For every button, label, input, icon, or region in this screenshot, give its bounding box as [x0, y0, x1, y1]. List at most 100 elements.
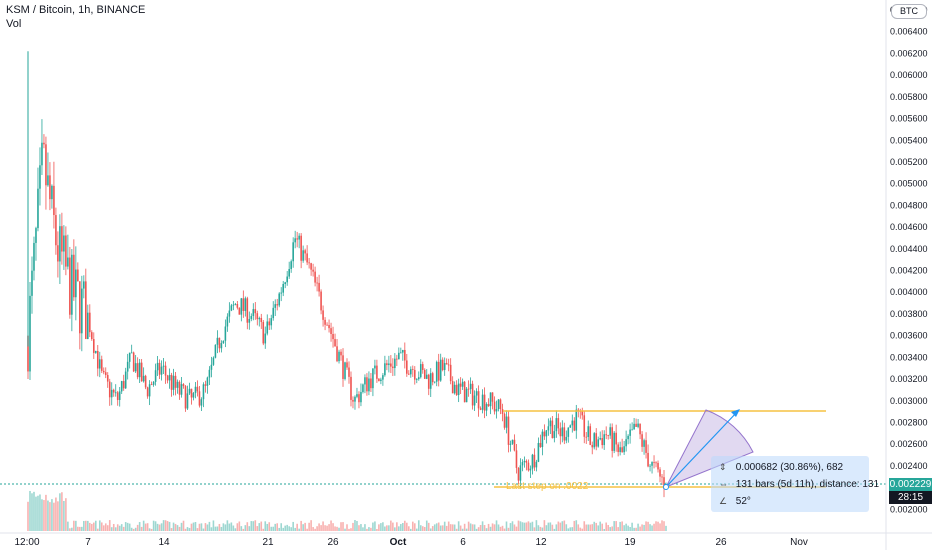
- volume-bar: [240, 526, 243, 531]
- volume-bar: [160, 523, 163, 531]
- candle-body: [118, 391, 121, 400]
- volume-bar: [85, 520, 87, 531]
- volume-bar: [398, 526, 400, 531]
- candle-body: [33, 242, 35, 271]
- volume-bar: [256, 526, 259, 531]
- volume-bar: [559, 522, 562, 531]
- measure-angle-row: ∠ 52°: [719, 494, 751, 508]
- time-axis[interactable]: 12:00 7 14 21 26 Oct 6 12 19 26 Nov: [14, 537, 807, 548]
- volume-bar: [402, 522, 404, 531]
- candle-body: [431, 373, 434, 383]
- currency-badge[interactable]: BTC: [891, 4, 927, 19]
- candle-body: [384, 363, 386, 376]
- volume-bar: [156, 523, 159, 531]
- candle-body: [615, 432, 617, 445]
- volume-bar: [427, 522, 430, 531]
- symbol-title[interactable]: KSM / Bitcoin, 1h, BINANCE: [6, 4, 146, 16]
- candle-body: [605, 434, 607, 436]
- candle-body: [216, 337, 219, 345]
- volume-bar: [176, 525, 179, 531]
- volume-bar: [404, 520, 406, 531]
- candle-body: [463, 381, 466, 403]
- candle-body: [142, 375, 145, 382]
- candle-body: [196, 386, 199, 392]
- volume-bar: [467, 521, 470, 531]
- volume-bar: [108, 520, 111, 531]
- volume-bar: [551, 524, 554, 531]
- candle-body: [493, 401, 496, 412]
- candle-body: [312, 269, 314, 272]
- volume-bar: [126, 522, 129, 531]
- price-axis[interactable]: 0.0020000.0022000.0024000.0026000.002800…: [890, 5, 928, 514]
- candle-body: [535, 461, 538, 468]
- volume-bar: [63, 500, 65, 531]
- volume-bar: [563, 520, 566, 531]
- volume-bar: [473, 524, 476, 531]
- candle-body: [609, 427, 611, 436]
- candle-body: [83, 281, 85, 289]
- candle-body: [390, 363, 392, 367]
- candle-body: [445, 363, 448, 365]
- volume-bar: [376, 528, 378, 531]
- candle-body: [657, 462, 659, 470]
- candle-body: [368, 378, 370, 392]
- volume-bar: [43, 500, 45, 531]
- volume-bar: [292, 521, 294, 531]
- candle-body: [242, 298, 245, 311]
- candle-body: [140, 362, 143, 382]
- candle-body: [49, 175, 51, 200]
- level-annotation-label[interactable]: Last step on .0022: [506, 481, 589, 492]
- candle-body: [236, 304, 239, 308]
- candle-body: [91, 332, 93, 340]
- candle-body: [583, 415, 586, 437]
- volume-bar: [57, 501, 59, 531]
- candle-body: [571, 420, 574, 426]
- volume-bar: [186, 527, 189, 531]
- candle-body: [108, 381, 111, 398]
- volume-bar: [421, 526, 424, 531]
- volume-bar: [75, 520, 77, 531]
- volume-bar: [49, 502, 51, 531]
- volume-bar: [449, 524, 452, 531]
- price-tick-label: 0.005800: [890, 92, 928, 102]
- volume-bar: [33, 491, 35, 531]
- time-tick-label: 21: [262, 537, 274, 548]
- volume-bar: [382, 522, 384, 531]
- measure-arrow-head: [731, 409, 740, 417]
- candle-body: [461, 381, 464, 387]
- volume-bar: [479, 524, 482, 531]
- measure-arrow-line[interactable]: [665, 410, 739, 488]
- volume-bar: [344, 528, 346, 531]
- volume-bar: [549, 522, 552, 531]
- volume-bar: [87, 520, 89, 531]
- candle-body: [57, 245, 59, 262]
- angle-arc-sector[interactable]: [664, 409, 754, 488]
- volume-bar: [98, 520, 101, 531]
- volume-bar: [230, 522, 233, 531]
- volume-bar: [59, 493, 61, 531]
- volume-bar: [158, 524, 161, 531]
- measure-start-point[interactable]: [663, 484, 669, 490]
- candle-body: [487, 404, 490, 407]
- volume-bar: [322, 521, 324, 531]
- volume-bar: [250, 521, 253, 531]
- candle-body: [539, 442, 542, 448]
- candle-body: [326, 324, 328, 326]
- volume-bar: [288, 526, 290, 531]
- volume-bar: [280, 523, 283, 531]
- volume-bar: [220, 526, 223, 531]
- candle-body: [567, 427, 570, 437]
- candle-body: [214, 344, 217, 358]
- volume-bar: [629, 526, 631, 531]
- candle-body: [505, 416, 508, 428]
- candle-body: [392, 366, 394, 369]
- candle-body: [61, 226, 63, 252]
- candle-body: [479, 408, 482, 410]
- candle-body: [128, 352, 131, 362]
- volume-bar: [641, 524, 643, 531]
- volume-bar: [392, 522, 394, 531]
- volume-label[interactable]: Vol: [6, 18, 22, 30]
- volume-bar: [497, 524, 500, 531]
- volume-bar: [527, 521, 530, 531]
